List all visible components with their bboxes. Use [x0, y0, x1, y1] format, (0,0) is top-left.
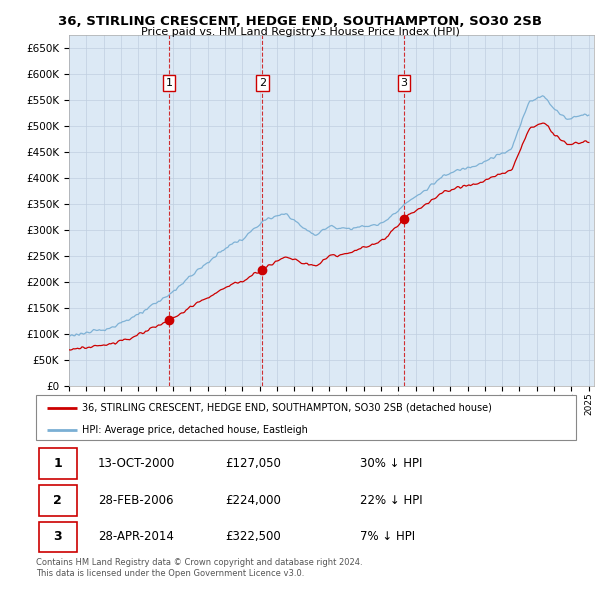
Text: 3: 3	[400, 78, 407, 88]
Text: £322,500: £322,500	[225, 530, 281, 543]
Text: 22% ↓ HPI: 22% ↓ HPI	[360, 494, 422, 507]
Text: 1: 1	[166, 78, 173, 88]
Text: 1: 1	[53, 457, 62, 470]
Text: 36, STIRLING CRESCENT, HEDGE END, SOUTHAMPTON, SO30 2SB (detached house): 36, STIRLING CRESCENT, HEDGE END, SOUTHA…	[82, 403, 492, 412]
Text: 2: 2	[53, 494, 62, 507]
Text: 7% ↓ HPI: 7% ↓ HPI	[360, 530, 415, 543]
Text: 2: 2	[259, 78, 266, 88]
Text: 36, STIRLING CRESCENT, HEDGE END, SOUTHAMPTON, SO30 2SB: 36, STIRLING CRESCENT, HEDGE END, SOUTHA…	[58, 15, 542, 28]
FancyBboxPatch shape	[39, 485, 77, 516]
Text: £127,050: £127,050	[225, 457, 281, 470]
Text: 30% ↓ HPI: 30% ↓ HPI	[360, 457, 422, 470]
Text: 13-OCT-2000: 13-OCT-2000	[98, 457, 175, 470]
Text: 3: 3	[53, 530, 62, 543]
Text: Contains HM Land Registry data © Crown copyright and database right 2024.
This d: Contains HM Land Registry data © Crown c…	[36, 558, 362, 578]
Text: HPI: Average price, detached house, Eastleigh: HPI: Average price, detached house, East…	[82, 425, 308, 435]
Text: 28-APR-2014: 28-APR-2014	[98, 530, 174, 543]
Text: £224,000: £224,000	[225, 494, 281, 507]
Text: Price paid vs. HM Land Registry's House Price Index (HPI): Price paid vs. HM Land Registry's House …	[140, 27, 460, 37]
FancyBboxPatch shape	[39, 522, 77, 552]
FancyBboxPatch shape	[36, 395, 576, 440]
FancyBboxPatch shape	[39, 448, 77, 479]
Text: 28-FEB-2006: 28-FEB-2006	[98, 494, 173, 507]
